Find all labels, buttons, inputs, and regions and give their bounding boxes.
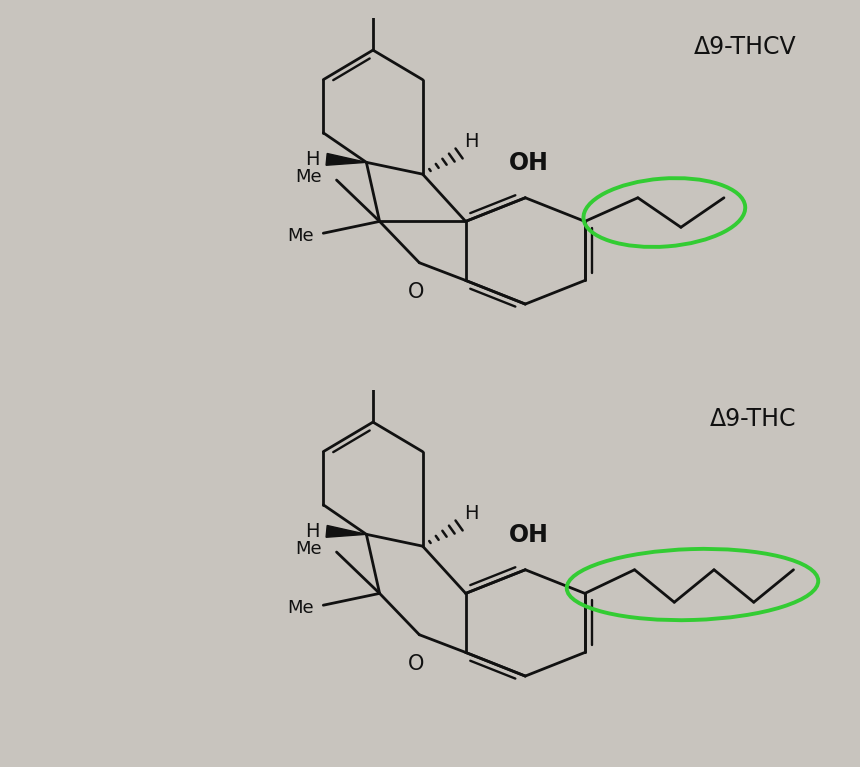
Polygon shape <box>326 153 366 165</box>
Text: Me: Me <box>295 540 322 558</box>
Polygon shape <box>326 525 366 537</box>
Text: Δ9-THC: Δ9-THC <box>710 407 797 431</box>
Text: H: H <box>464 503 479 522</box>
Text: OH: OH <box>508 523 549 548</box>
Text: Δ9-THCV: Δ9-THCV <box>694 35 797 59</box>
Text: Me: Me <box>286 599 313 617</box>
Text: H: H <box>464 131 479 150</box>
Text: Me: Me <box>295 168 322 186</box>
Text: Me: Me <box>286 227 313 245</box>
Text: H: H <box>305 522 320 541</box>
Text: O: O <box>408 281 424 301</box>
Text: OH: OH <box>508 151 549 176</box>
Text: H: H <box>305 150 320 169</box>
Text: O: O <box>408 653 424 673</box>
